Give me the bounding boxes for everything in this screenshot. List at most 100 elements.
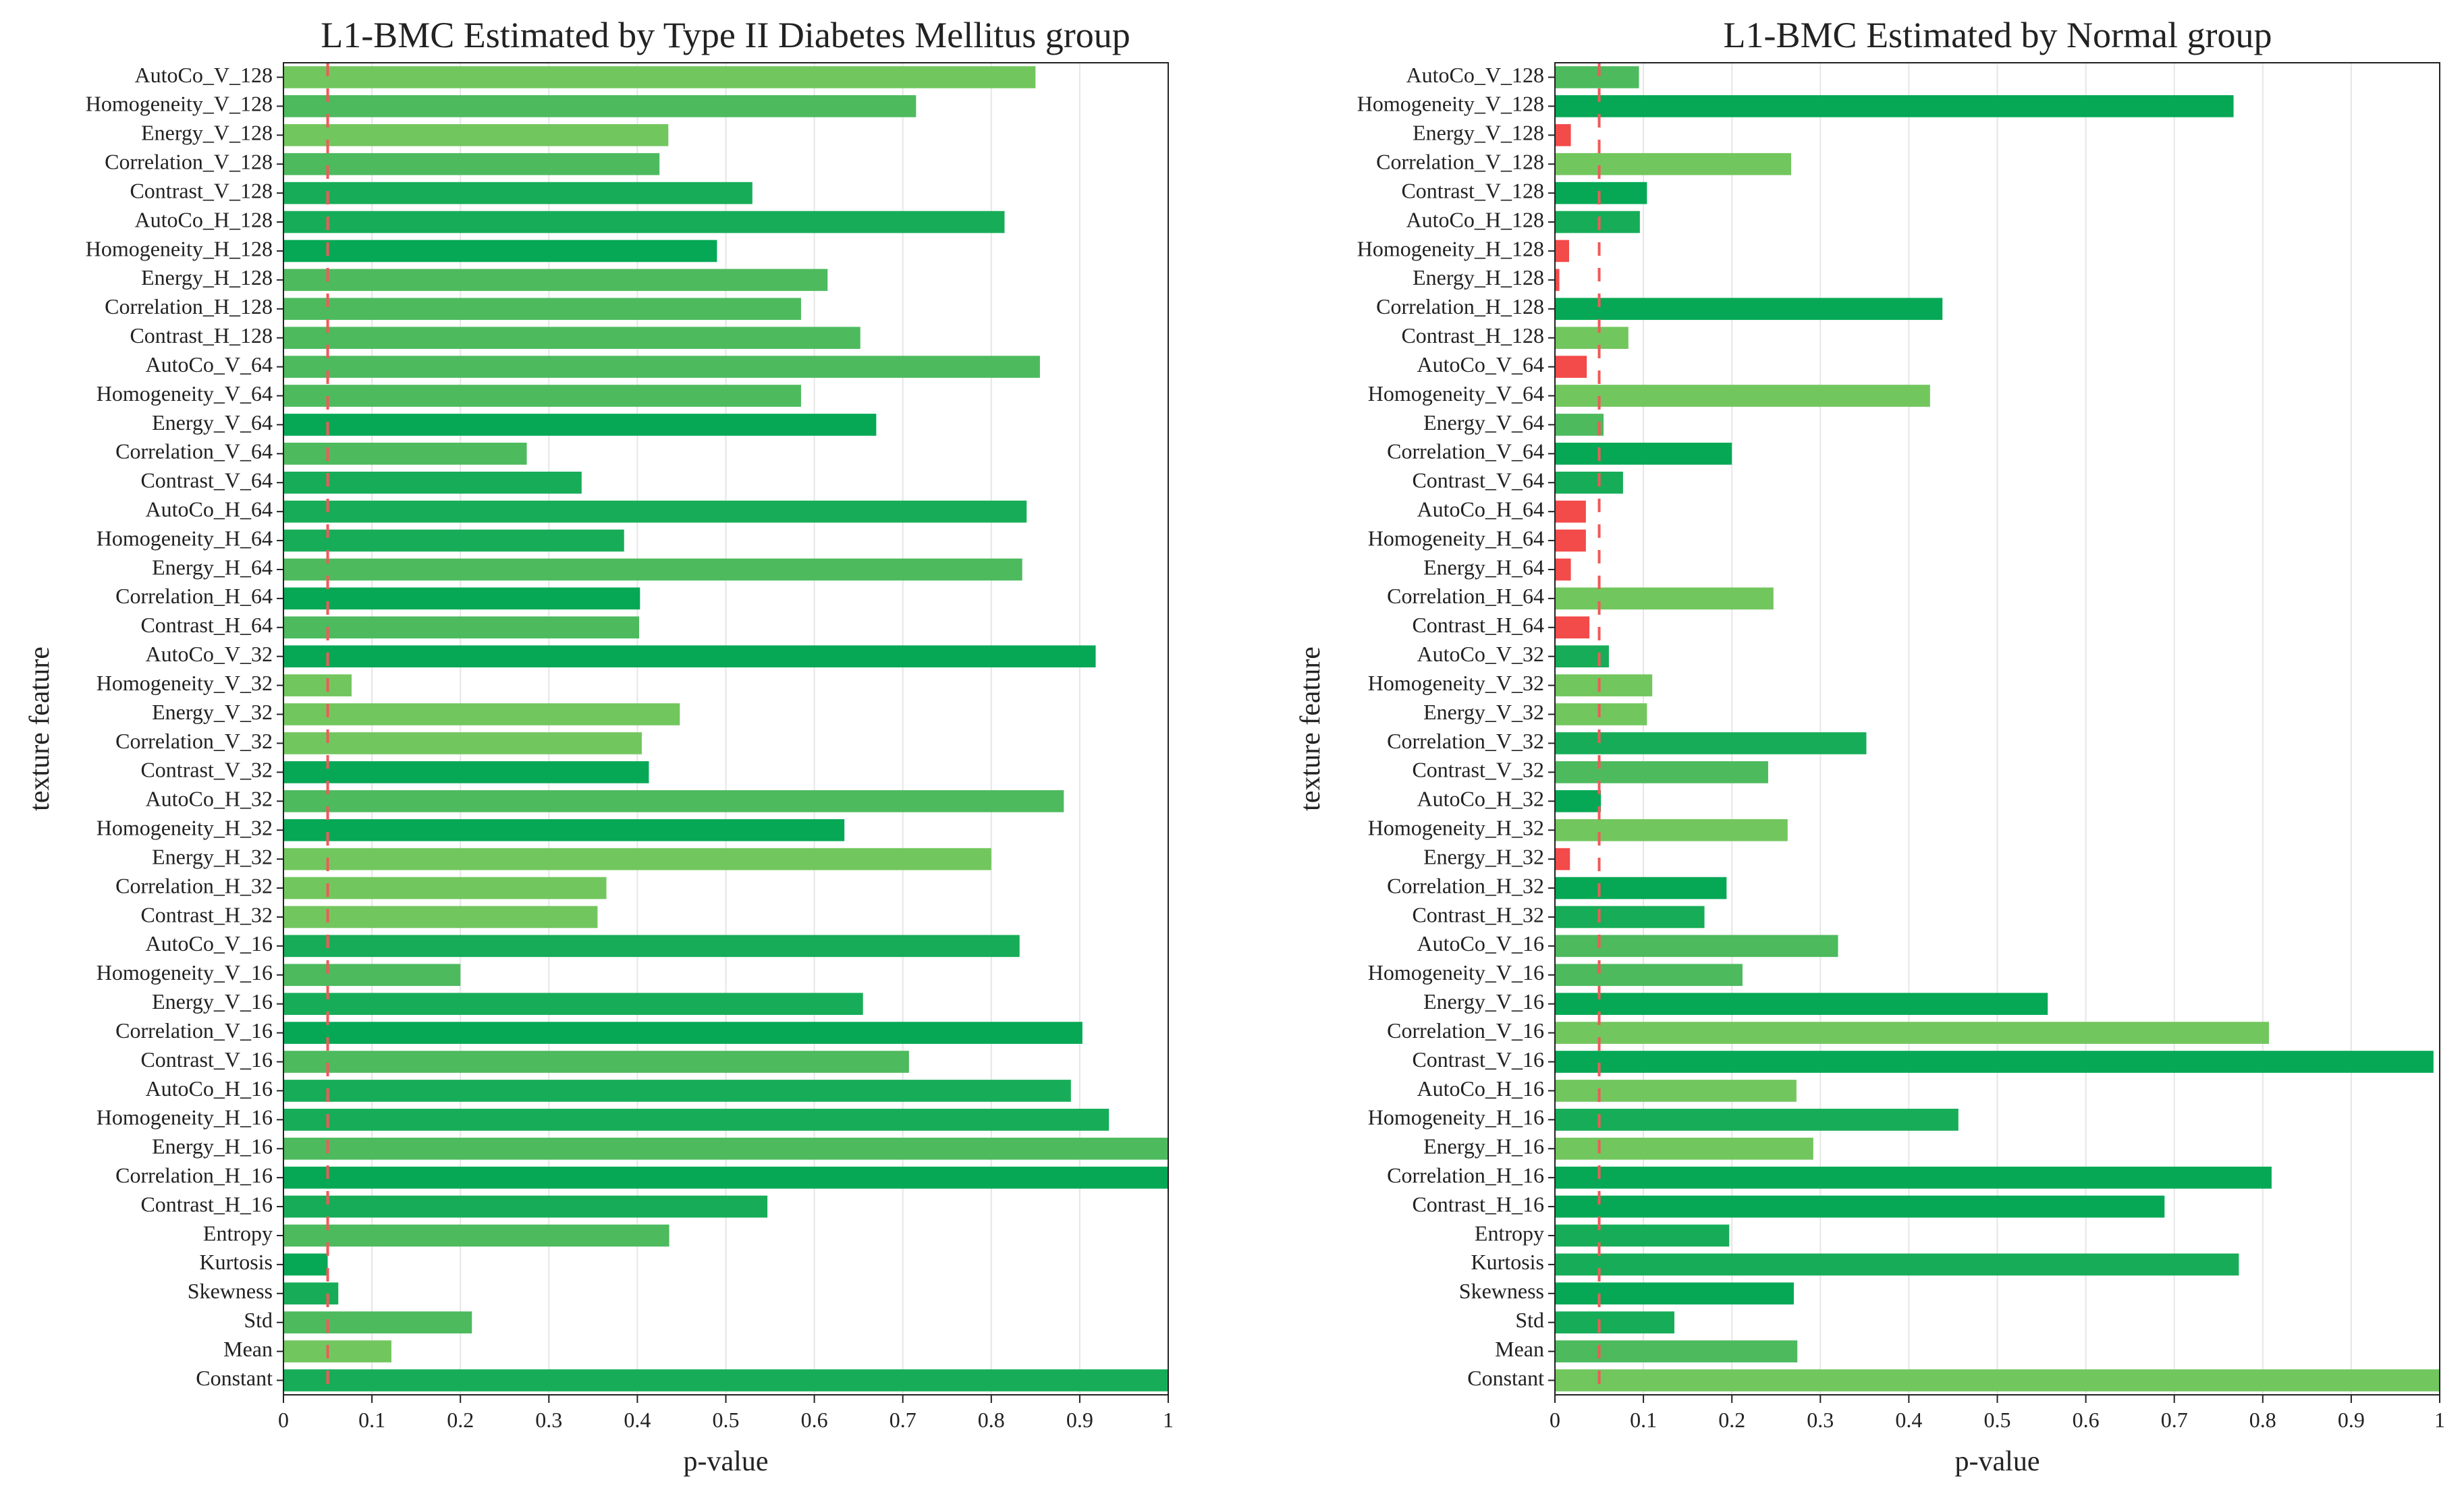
y-tick-label: Contrast_H_16 — [1412, 1192, 1544, 1216]
y-tick-label: Energy_V_32 — [152, 700, 273, 724]
bar — [1555, 385, 1930, 407]
bar — [1555, 500, 1586, 523]
y-tick-label: Correlation_H_128 — [1376, 294, 1544, 319]
x-tick-label: 0.3 — [1807, 1408, 1834, 1432]
bar — [1555, 877, 1727, 900]
y-tick-label: Homogeneity_V_32 — [97, 671, 273, 695]
bar — [283, 1022, 1083, 1044]
bar — [283, 95, 916, 117]
y-tick-label: Entropy — [1475, 1221, 1544, 1245]
y-tick-label: Energy_V_128 — [1413, 121, 1544, 145]
y-tick-label: Contrast_V_16 — [140, 1047, 273, 1072]
x-tick-label: 0.2 — [1718, 1408, 1745, 1432]
bar — [283, 66, 1036, 88]
y-tick-label: Correlation_H_16 — [115, 1163, 273, 1187]
y-tick-label: Energy_V_16 — [1423, 989, 1544, 1014]
y-tick-label: Energy_H_64 — [1423, 555, 1544, 579]
y-tick-label: Energy_H_64 — [152, 555, 273, 579]
y-tick-label: AutoCo_V_16 — [1417, 931, 1544, 956]
bar — [283, 153, 660, 175]
y-tick-label: Energy_H_16 — [1423, 1134, 1544, 1159]
bar — [1555, 1166, 2272, 1189]
y-tick-label: Correlation_H_64 — [1387, 584, 1544, 608]
bar — [1555, 95, 2234, 117]
bar — [283, 1137, 1168, 1160]
bar — [1555, 66, 1639, 88]
bar — [1555, 211, 1640, 233]
bar — [1555, 761, 1768, 783]
bar — [1555, 848, 1570, 871]
x-tick-label: 0.1 — [358, 1408, 385, 1432]
bar — [1555, 1109, 1959, 1131]
y-tick-label: Contrast_H_64 — [1412, 613, 1544, 637]
y-tick-label: Mean — [1495, 1337, 1544, 1361]
y-tick-label: Homogeneity_H_16 — [97, 1105, 273, 1130]
x-tick-label: 0 — [278, 1408, 289, 1432]
bar — [1555, 1022, 2269, 1044]
y-tick-label: Energy_H_128 — [1413, 265, 1544, 289]
bar — [283, 558, 1022, 581]
bar — [1555, 1369, 2440, 1391]
y-tick-label: Contrast_V_32 — [140, 758, 273, 782]
y-tick-label: Contrast_V_128 — [130, 178, 273, 202]
y-tick-label: Contrast_H_16 — [140, 1192, 273, 1216]
y-tick-label: AutoCo_H_64 — [1417, 497, 1544, 521]
bar — [1555, 732, 1867, 754]
y-tick-label: Contrast_H_128 — [1401, 323, 1544, 348]
bar — [1555, 414, 1604, 436]
y-tick-label: Correlation_V_32 — [115, 729, 273, 753]
y-tick-label: Contrast_V_128 — [1401, 178, 1544, 202]
y-tick-label: AutoCo_V_128 — [1406, 63, 1544, 87]
y-tick-label: Contrast_H_128 — [130, 323, 273, 348]
bar — [283, 327, 860, 349]
bar — [1555, 240, 1569, 263]
bar — [283, 269, 828, 292]
y-tick-label: Contrast_H_32 — [140, 902, 273, 927]
bar — [1555, 298, 1943, 321]
y-tick-label: Homogeneity_H_32 — [1368, 816, 1544, 840]
bar — [1555, 1224, 1730, 1247]
y-tick-label: Homogeneity_H_128 — [1357, 236, 1544, 260]
y-tick-label: Correlation_V_16 — [1387, 1018, 1544, 1043]
bar — [1555, 1051, 2434, 1073]
y-tick-label: Std — [1515, 1308, 1544, 1332]
bar — [283, 790, 1064, 812]
y-tick-label: Homogeneity_V_16 — [97, 960, 273, 985]
bar — [283, 182, 752, 204]
y-tick-label: AutoCo_H_64 — [146, 497, 273, 521]
bar — [283, 1051, 909, 1073]
bar — [1555, 1282, 1794, 1305]
bar — [283, 385, 801, 407]
bar — [283, 1369, 1168, 1391]
y-tick-label: Energy_V_64 — [152, 410, 273, 435]
bar — [283, 1311, 472, 1334]
y-tick-label: Correlation_H_128 — [105, 294, 273, 319]
y-tick-label: Homogeneity_V_128 — [86, 92, 273, 116]
y-tick-label: AutoCo_V_32 — [146, 642, 273, 666]
y-tick-label: Homogeneity_V_32 — [1368, 671, 1544, 695]
x-tick-label: 0.4 — [1895, 1408, 1922, 1432]
bar — [283, 935, 1020, 958]
y-tick-label: Homogeneity_V_128 — [1357, 92, 1544, 116]
bar — [283, 240, 717, 263]
bar — [283, 471, 582, 494]
y-tick-label: Correlation_V_64 — [115, 439, 273, 464]
bar — [1555, 935, 1838, 958]
y-tick-label: Correlation_V_128 — [1376, 150, 1544, 174]
bar — [1555, 529, 1586, 552]
bar — [283, 761, 649, 783]
bar — [1555, 964, 1743, 987]
y-tick-label: Correlation_V_64 — [1387, 439, 1544, 464]
y-tick-label: Kurtosis — [1471, 1250, 1544, 1274]
x-axis-label: p-value — [684, 1446, 769, 1477]
y-tick-label: Energy_H_16 — [152, 1134, 273, 1159]
y-tick-label: Energy_V_32 — [1423, 700, 1544, 724]
x-tick-label: 0.8 — [978, 1408, 1005, 1432]
x-tick-label: 0.8 — [2249, 1408, 2276, 1432]
bar — [283, 732, 642, 754]
bar — [283, 616, 640, 639]
y-tick-label: Correlation_V_32 — [1387, 729, 1544, 753]
bar — [1555, 558, 1571, 581]
bar — [283, 356, 1040, 378]
bar — [1555, 327, 1628, 349]
